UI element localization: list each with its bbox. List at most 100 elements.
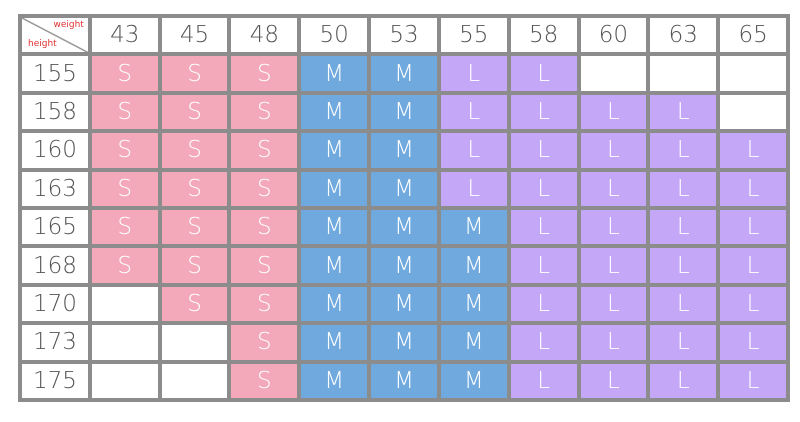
size-cell: M (301, 94, 368, 130)
weight-label: weight (53, 20, 84, 30)
height-header: 170 (22, 286, 88, 322)
size-cell: S (231, 325, 298, 360)
empty-cell (91, 325, 158, 360)
size-cell: M (301, 286, 368, 322)
size-cell: S (161, 248, 228, 283)
weight-header: 65 (720, 18, 786, 53)
size-cell: S (161, 286, 228, 322)
size-cell: L (580, 94, 647, 130)
size-cell: S (231, 210, 298, 245)
size-cell: M (301, 133, 368, 168)
height-header: 168 (22, 248, 88, 283)
size-cell: S (231, 133, 298, 168)
size-cell: L (580, 248, 647, 283)
weight-header: 50 (301, 18, 368, 53)
size-cell: S (231, 56, 298, 91)
height-header: 165 (22, 210, 88, 245)
size-cell: L (580, 171, 647, 206)
empty-cell (720, 56, 786, 91)
size-cell: M (440, 286, 507, 322)
size-cell: M (440, 363, 507, 398)
size-cell: L (720, 171, 786, 206)
size-cell: L (440, 171, 507, 206)
size-cell: L (650, 325, 717, 360)
size-cell: L (720, 363, 786, 398)
size-cell: L (720, 286, 786, 322)
size-table: weight height 43 45 48 50 53 55 58 60 63 65 155 S S S… (18, 14, 790, 402)
size-cell: S (161, 56, 228, 91)
weight-header: 55 (440, 18, 507, 53)
size-cell: S (91, 248, 158, 283)
height-header: 173 (22, 325, 88, 360)
size-cell: L (720, 210, 786, 245)
size-cell: S (161, 133, 228, 168)
corner-cell: weight height (22, 18, 88, 53)
size-cell: L (580, 133, 647, 168)
weight-header: 45 (161, 18, 228, 53)
weight-header: 58 (510, 18, 577, 53)
size-cell: M (301, 325, 368, 360)
size-cell: S (231, 363, 298, 398)
size-cell: L (440, 133, 507, 168)
size-cell: L (440, 94, 507, 130)
size-cell: L (510, 248, 577, 283)
size-cell: M (371, 94, 437, 130)
height-label: height (28, 39, 57, 50)
size-cell: L (720, 133, 786, 168)
size-cell: L (650, 210, 717, 245)
weight-header: 53 (371, 18, 437, 53)
size-cell: L (580, 363, 647, 398)
weight-header: 60 (580, 18, 647, 53)
size-cell: S (161, 210, 228, 245)
size-cell: M (440, 325, 507, 360)
size-cell: M (371, 286, 437, 322)
size-cell: L (510, 286, 577, 322)
size-cell: M (371, 56, 437, 91)
size-cell: M (440, 248, 507, 283)
size-cell: L (510, 325, 577, 360)
size-cell: M (301, 56, 368, 91)
size-cell: L (510, 363, 577, 398)
empty-cell (720, 94, 786, 130)
size-cell: S (91, 171, 158, 206)
height-header: 175 (22, 363, 88, 398)
size-cell: L (510, 210, 577, 245)
size-cell: S (231, 171, 298, 206)
empty-cell (91, 286, 158, 322)
size-cell: S (231, 94, 298, 130)
weight-header: 48 (231, 18, 298, 53)
size-cell: S (231, 286, 298, 322)
size-cell: S (91, 56, 158, 91)
size-cell: L (580, 210, 647, 245)
size-cell: M (371, 171, 437, 206)
size-cell: M (371, 248, 437, 283)
weight-header: 43 (91, 18, 158, 53)
size-cell: S (231, 248, 298, 283)
height-header: 155 (22, 56, 88, 91)
size-cell: L (580, 286, 647, 322)
size-cell: M (440, 210, 507, 245)
empty-cell (650, 56, 717, 91)
diagonal (22, 18, 88, 52)
size-cell: S (161, 94, 228, 130)
size-cell: S (91, 94, 158, 130)
size-cell: L (720, 248, 786, 283)
size-cell: M (371, 325, 437, 360)
empty-cell (91, 363, 158, 398)
size-cell: M (371, 133, 437, 168)
size-cell: L (650, 94, 717, 130)
size-cell: L (650, 133, 717, 168)
size-cell: L (650, 248, 717, 283)
size-cell: S (91, 133, 158, 168)
size-cell: L (650, 363, 717, 398)
size-cell: M (301, 363, 368, 398)
height-header: 163 (22, 171, 88, 206)
size-cell: L (650, 171, 717, 206)
size-cell: S (91, 210, 158, 245)
empty-cell (580, 56, 647, 91)
empty-cell (161, 363, 228, 398)
size-cell: M (301, 171, 368, 206)
size-cell: M (301, 248, 368, 283)
weight-header: 63 (650, 18, 717, 53)
